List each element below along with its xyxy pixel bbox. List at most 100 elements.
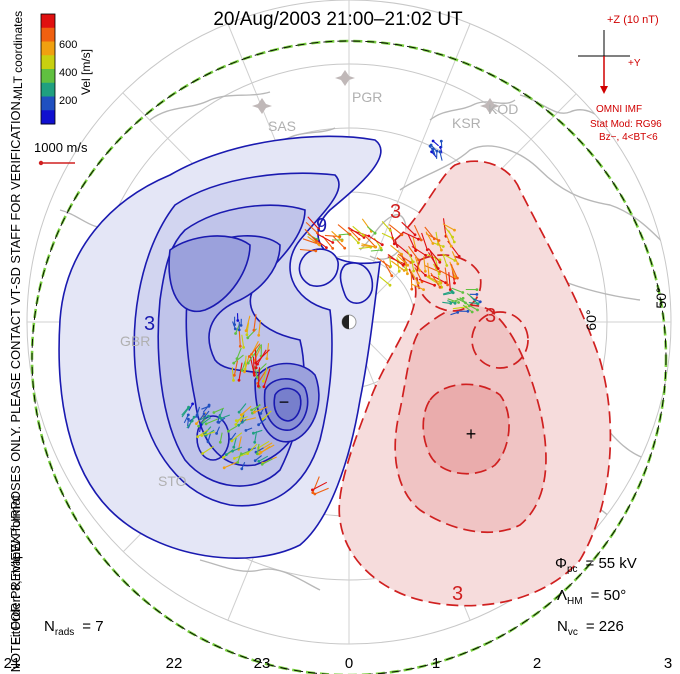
mlt-axis: 21 22 23 0 1 2 3 xyxy=(4,655,673,672)
velocity-vector xyxy=(236,416,248,422)
velocity-vector xyxy=(423,256,426,272)
velocity-vector xyxy=(248,343,261,357)
velocity-vector xyxy=(260,444,275,453)
imf-info: +Z (10 nT) +Y OMNI IMF Stat Mod: RG96 Bz… xyxy=(590,14,662,143)
velocity-vector xyxy=(241,360,246,371)
velocity-vector xyxy=(241,461,246,470)
velocity-vector xyxy=(241,334,245,348)
velocity-vector xyxy=(188,416,195,426)
velocity-vector xyxy=(201,431,216,437)
velocity-vector xyxy=(245,427,253,431)
velocity-vector xyxy=(437,275,443,288)
velocity-vector xyxy=(448,272,451,290)
vector-origin xyxy=(236,319,240,322)
velocity-vector xyxy=(199,424,202,433)
velocity-vector xyxy=(470,295,479,305)
map-title: 20/Aug/2003 21:00–21:02 UT xyxy=(213,9,463,30)
velocity-vector xyxy=(231,367,235,381)
velocity-colorbar xyxy=(40,13,56,125)
velocity-vector xyxy=(429,250,438,269)
svg-text:+Y: +Y xyxy=(628,58,641,69)
velocity-vector xyxy=(361,245,376,248)
velocity-vector xyxy=(232,446,243,452)
svg-text:Stat Mod: RG96: Stat Mod: RG96 xyxy=(590,119,662,130)
pole-symbol xyxy=(341,314,357,330)
velocity-vector xyxy=(233,437,237,448)
velocity-vector xyxy=(187,419,189,427)
velocity-vector xyxy=(347,227,360,240)
svg-text:3: 3 xyxy=(664,655,672,672)
velocity-vector xyxy=(230,432,237,440)
svg-text:OMNI IMF: OMNI IMF xyxy=(596,104,642,115)
velocity-vector xyxy=(401,221,416,236)
velocity-vector xyxy=(231,432,243,442)
velocity-vector xyxy=(381,232,393,239)
velocity-vector xyxy=(452,306,467,310)
velocity-vector xyxy=(450,263,458,279)
velocity-vector xyxy=(427,262,430,277)
velocity-vector xyxy=(233,360,239,376)
velocity-vector xyxy=(254,431,258,443)
velocity-vector xyxy=(379,276,391,286)
velocity-vector xyxy=(247,443,258,454)
velocity-vector xyxy=(255,349,270,364)
velocity-vector xyxy=(237,452,242,463)
velocity-vector xyxy=(254,455,262,462)
velocity-vector xyxy=(238,403,247,413)
velocity-vector xyxy=(410,258,415,272)
svg-text:Nrads= 7: Nrads = 7 xyxy=(44,618,104,638)
velocity-vector xyxy=(338,233,349,236)
velocity-vector xyxy=(447,298,459,304)
velocity-vector xyxy=(299,248,316,252)
velocity-vector xyxy=(412,236,417,251)
imf-clock-dial xyxy=(578,30,630,94)
velocity-vector xyxy=(207,433,212,442)
velocity-vector xyxy=(252,356,255,374)
svg-text:STO: STO xyxy=(158,473,187,489)
velocity-vector xyxy=(404,260,408,274)
velocity-vector xyxy=(262,367,268,382)
velocity-vector xyxy=(197,429,209,438)
velocity-vector xyxy=(438,269,455,279)
colorbar-swatch xyxy=(41,55,55,70)
velocity-vector xyxy=(228,425,238,432)
velocity-vector xyxy=(430,272,441,288)
velocity-vector xyxy=(312,476,320,493)
velocity-vector xyxy=(414,256,421,271)
colorbar-swatch xyxy=(41,69,55,84)
velocity-vector xyxy=(240,405,252,416)
velocity-vector xyxy=(442,223,455,231)
velocity-vector xyxy=(205,418,219,425)
velocity-vector xyxy=(202,445,214,454)
velocity-vector xyxy=(181,407,189,418)
fit-statistics: Φpc = 55 kV ΛHM = 50° Nvc = 226 Nrads = 7 xyxy=(44,555,637,638)
latitude-label-60: 60° xyxy=(583,309,599,330)
velocity-vector xyxy=(258,455,269,462)
velocity-vector xyxy=(376,257,391,268)
velocity-vector xyxy=(219,432,223,443)
velocity-vector xyxy=(218,417,226,423)
velocity-vector xyxy=(256,443,260,454)
velocity-vector xyxy=(204,410,210,418)
velocity-vector xyxy=(258,363,267,372)
velocity-vector xyxy=(233,354,244,364)
velocity-vector xyxy=(254,406,268,413)
velocity-vector xyxy=(410,270,419,284)
svg-text:400: 400 xyxy=(59,67,77,79)
velocity-vector xyxy=(442,253,456,261)
velocity-vector xyxy=(387,254,404,266)
velocity-vector xyxy=(302,238,319,245)
velocity-vector xyxy=(220,414,231,419)
velocity-vector xyxy=(407,234,417,251)
velocity-vector xyxy=(462,304,473,313)
velocity-vector xyxy=(251,404,261,411)
preview-note: NOTE: FOR PREVIEW PURPOSES ONLY. PLEASE … xyxy=(8,98,23,673)
velocity-vector xyxy=(451,251,459,265)
velocity-vector xyxy=(442,290,453,295)
velocity-vector xyxy=(389,254,392,267)
velocity-vector xyxy=(201,417,212,425)
svg-text:KOD: KOD xyxy=(488,101,518,117)
velocity-vector xyxy=(367,235,383,246)
velocity-vector xyxy=(418,278,435,286)
